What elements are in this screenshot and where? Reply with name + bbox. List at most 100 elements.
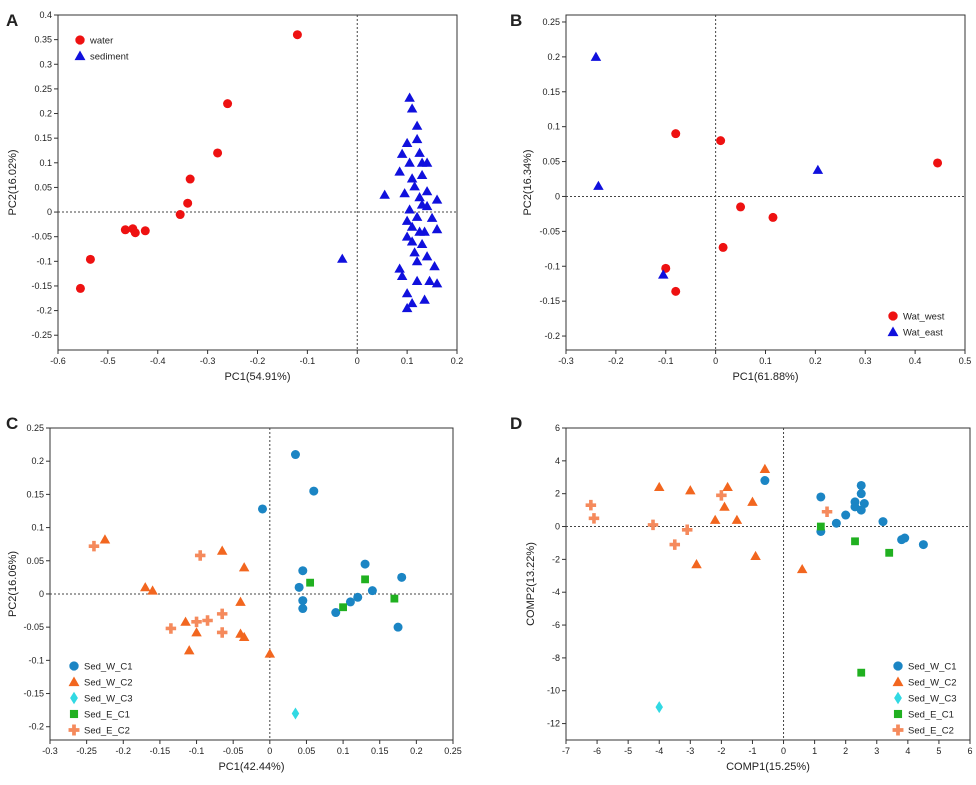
data-point [401, 137, 413, 148]
plot-frame [49, 427, 454, 741]
data-point [816, 522, 825, 531]
legend-label: Sed_W_C2 [908, 678, 957, 689]
legend-marker [75, 35, 85, 45]
data-point [290, 450, 300, 460]
data-point [88, 540, 100, 552]
legend: Sed_W_C1 Sed_W_C2 Sed_W_C3 Sed_E_C1 Sed_E_C2 [892, 661, 957, 737]
data-point [183, 198, 193, 208]
legend-marker [69, 709, 79, 719]
y-tick-label: 0.25 [34, 84, 52, 94]
legend-label: Sed_W_C1 [84, 662, 133, 673]
panel-label: D [510, 414, 522, 433]
x-tick-label: -0.2 [116, 746, 132, 756]
panel-d: D-7 -6 -5 -4 -3 -2 -1 0 1 2 3 4 5 66420-2-4-6-8-10-12… [510, 414, 973, 773]
data-point [716, 490, 727, 501]
data-point [841, 510, 851, 520]
x-tick-label: -7 [562, 746, 570, 756]
panel-a: A -0.6 -0.5 -0.4 -0.3 -0.2 -0.1 0 0.1 0.2 0.4 0.35 0… [6, 10, 463, 383]
data-point [431, 278, 443, 288]
data-point [409, 247, 420, 257]
data-point [361, 575, 369, 584]
y-tick-label: -0.1 [36, 256, 52, 266]
data-point [401, 215, 413, 225]
data-point [147, 585, 158, 595]
data-point [669, 539, 681, 550]
data-point [731, 514, 743, 524]
data-point [421, 157, 433, 167]
data-point [397, 572, 407, 582]
legend-label: Wat_west [903, 312, 945, 323]
x-tick-label: 0.1 [759, 356, 772, 366]
y-tick-label: 0 [555, 191, 560, 201]
x-tick-label: 3 [874, 746, 879, 756]
y-tick-label: 0.1 [31, 523, 44, 533]
legend-label: Wat_east [903, 328, 943, 339]
data-point [719, 501, 730, 511]
y-axis-label: PC2(16.06%) [7, 551, 19, 617]
data-point [216, 608, 228, 620]
y-tick-label: -4 [552, 587, 560, 597]
y-tick-label: 0.4 [39, 10, 52, 20]
data-point [292, 30, 302, 40]
x-tick-label: -0.05 [223, 746, 244, 756]
series-water [75, 30, 302, 293]
data-point [120, 225, 130, 235]
data-point [897, 535, 907, 545]
data-point [337, 253, 348, 263]
x-tick-label: -0.5 [100, 356, 116, 366]
x-tick-label: 0.1 [401, 356, 414, 366]
legend-marker [70, 691, 78, 705]
y-tick-label: -2 [552, 554, 560, 564]
data-point [294, 582, 304, 592]
x-tick-label: -4 [655, 746, 663, 756]
legend-marker [892, 676, 904, 687]
data-point [655, 701, 663, 714]
y-tick-label: 0.2 [39, 109, 52, 119]
data-point [411, 133, 423, 144]
x-tick-label: -0.4 [150, 356, 166, 366]
data-point [885, 548, 894, 557]
y-tick-label: 0.2 [547, 52, 560, 62]
series-wat-west [661, 129, 943, 296]
data-point [140, 582, 151, 592]
data-point [185, 174, 195, 184]
data-point [140, 226, 150, 236]
data-point [75, 283, 85, 293]
series-sed-w-c3 [291, 707, 300, 720]
legend-label: Sed_W_C1 [908, 662, 957, 673]
y-tick-label: -10 [547, 686, 560, 696]
legend-marker [893, 661, 903, 671]
panel-label: B [510, 11, 522, 30]
data-point [856, 505, 866, 515]
data-point [718, 242, 728, 252]
legend: Sed_W_C1 Sed_W_C2 Sed_W_C3 Sed_E_C1 Sed_E_C2 [68, 661, 133, 737]
series-sed-w-c2 [653, 463, 808, 574]
data-point [821, 506, 833, 517]
x-axis-label: PC1(54.91%) [224, 371, 290, 383]
data-point [812, 164, 824, 174]
y-tick-label: 0 [47, 207, 52, 217]
y-tick-label: 0.1 [547, 122, 560, 132]
x-tick-label: 1 [812, 746, 817, 756]
y-tick-label: -12 [547, 719, 560, 729]
x-tick-label: -1 [748, 746, 756, 756]
y-tick-label: -0.25 [31, 330, 52, 340]
data-point [339, 603, 347, 612]
data-point [421, 251, 433, 261]
legend-marker [887, 326, 899, 337]
data-point [180, 616, 191, 626]
data-point [416, 169, 428, 180]
data-point [393, 622, 403, 632]
y-tick-label: 0.25 [26, 423, 44, 433]
series-sediment [337, 92, 443, 313]
data-point [918, 540, 928, 550]
y-tick-label: -0.15 [31, 281, 52, 291]
data-point [238, 562, 250, 572]
data-point [257, 504, 267, 514]
x-tick-label: 0.2 [451, 356, 464, 366]
data-point [878, 517, 888, 527]
legend-marker [894, 691, 902, 705]
data-point [796, 563, 808, 574]
series-sed-e-c2 [88, 540, 228, 638]
